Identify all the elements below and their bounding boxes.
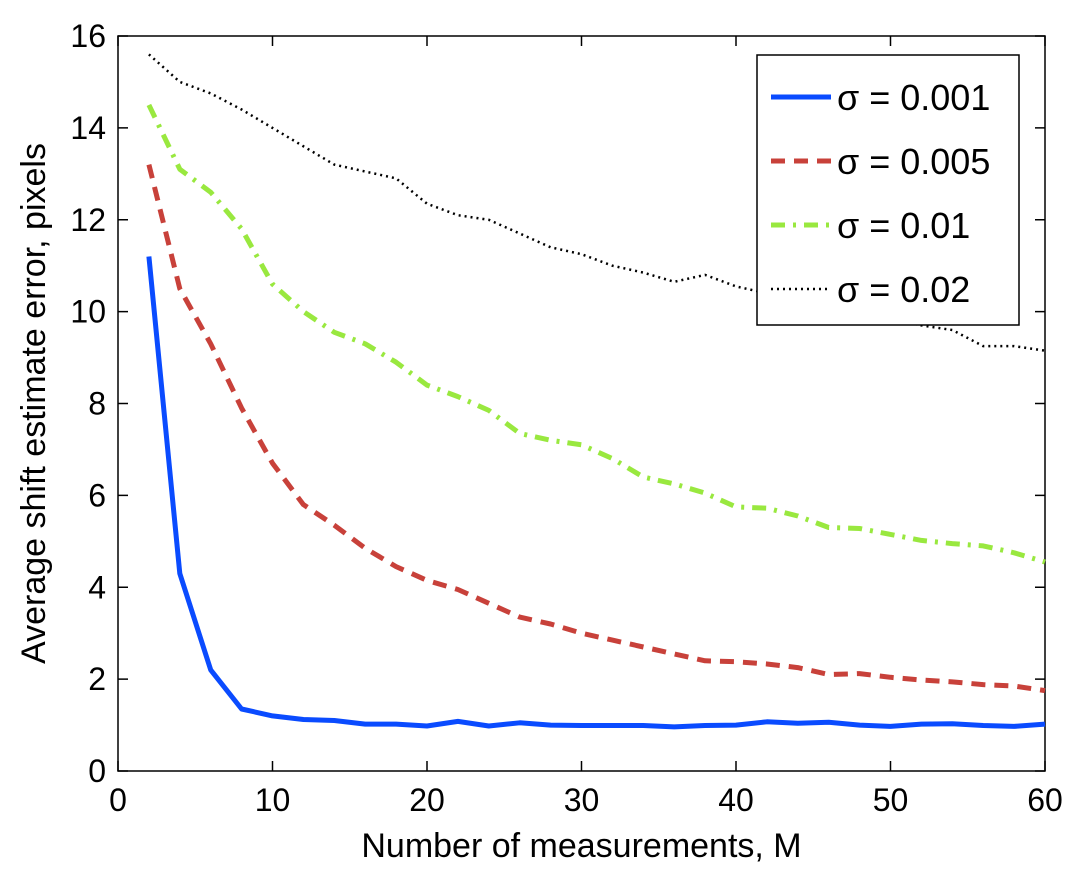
legend-label-2: σ = 0.005 xyxy=(837,141,990,182)
y-tick-label: 8 xyxy=(88,386,106,422)
y-tick-label: 6 xyxy=(88,477,106,513)
x-tick-label: 40 xyxy=(718,782,754,818)
x-axis-label: Number of measurements, M xyxy=(361,827,801,865)
y-tick-label: 10 xyxy=(70,294,106,330)
legend-label-3: σ = 0.01 xyxy=(837,205,970,246)
y-axis-label: Average shift estimate error, pixels xyxy=(15,143,53,664)
x-tick-label: 30 xyxy=(564,782,600,818)
y-tick-label: 4 xyxy=(88,569,106,605)
x-tick-label: 60 xyxy=(1027,782,1063,818)
y-tick-label: 12 xyxy=(70,202,106,238)
line-chart: 0 10 20 30 40 50 600246810121416 σ = 0.001σ = … xyxy=(0,0,1075,869)
y-tick-label: 0 xyxy=(88,753,106,789)
y-tick-label: 16 xyxy=(70,18,106,54)
x-tick-label: 20 xyxy=(409,782,445,818)
x-tick-label: 50 xyxy=(873,782,909,818)
x-tick-label: 10 xyxy=(255,782,291,818)
legend-label-4: σ = 0.02 xyxy=(837,269,970,310)
x-tick-label: 0 xyxy=(109,782,127,818)
y-tick-label: 2 xyxy=(88,661,106,697)
legend: σ = 0.001 σ = 0.005 σ = 0.01 σ = 0.02 xyxy=(757,55,1019,325)
y-tick-label: 14 xyxy=(70,110,106,146)
legend-label-1: σ = 0.001 xyxy=(837,77,990,118)
